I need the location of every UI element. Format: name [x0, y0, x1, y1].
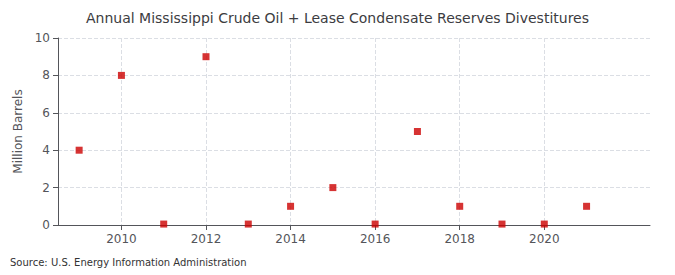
svg-text:2012: 2012 [191, 232, 222, 246]
svg-text:Source: U.S. Energy Informatio: Source: U.S. Energy Information Administ… [10, 257, 247, 268]
svg-text:2010: 2010 [106, 232, 137, 246]
svg-text:0: 0 [42, 218, 50, 232]
svg-text:6: 6 [42, 106, 50, 120]
svg-text:2020: 2020 [529, 232, 560, 246]
svg-text:10: 10 [35, 31, 50, 45]
svg-text:2018: 2018 [444, 232, 475, 246]
svg-text:8: 8 [42, 68, 50, 82]
svg-text:Million Barrels: Million Barrels [11, 89, 25, 173]
svg-text:2: 2 [42, 181, 50, 195]
svg-text:Annual Mississippi Crude Oil +: Annual Mississippi Crude Oil + Lease Con… [86, 10, 589, 26]
svg-text:4: 4 [42, 143, 50, 157]
svg-text:2016: 2016 [360, 232, 391, 246]
svg-text:2014: 2014 [275, 232, 306, 246]
